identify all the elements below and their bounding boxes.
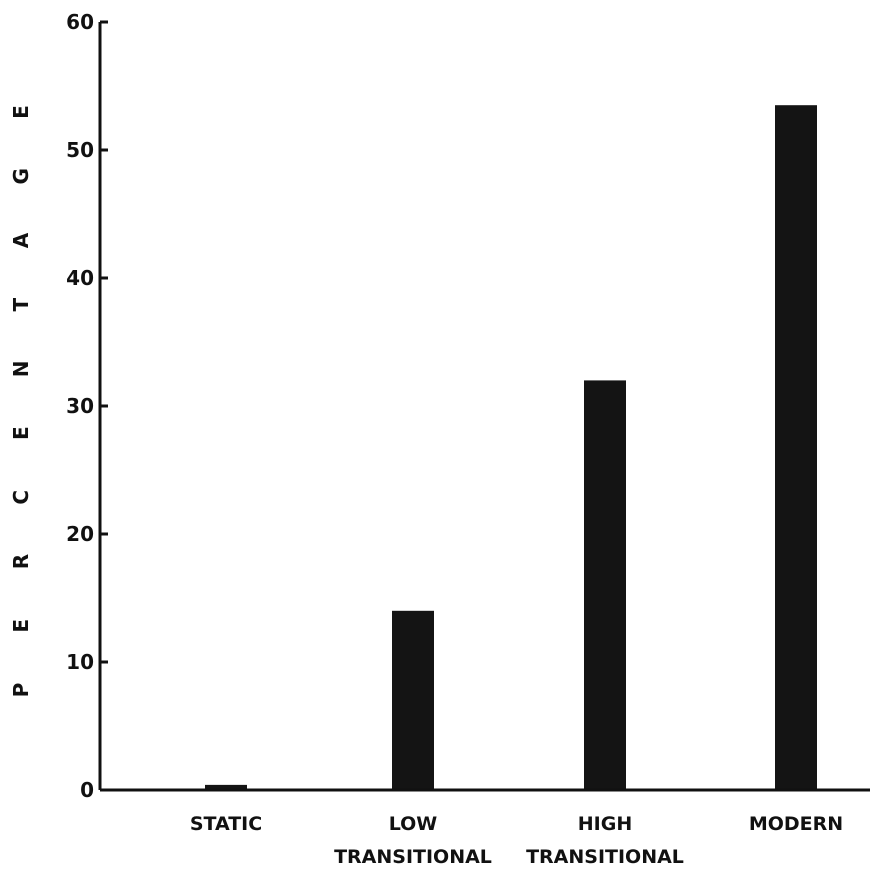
x-category-label: STATIC xyxy=(190,813,262,835)
y-axis-label-letter: C xyxy=(9,490,33,505)
y-axis-label-letter: E xyxy=(9,105,33,119)
bars xyxy=(205,105,817,790)
bar xyxy=(392,610,434,790)
y-axis-label-letter: R xyxy=(9,554,33,569)
y-tick-label: 20 xyxy=(66,522,94,546)
y-axis-label-letter: E xyxy=(9,426,33,440)
x-category-label: LOW xyxy=(389,813,438,835)
y-axis-ticks: 0 10 20 30 40 50 60 xyxy=(66,10,108,802)
y-tick-label: 50 xyxy=(66,138,94,162)
x-category-label: TRANSITIONAL xyxy=(334,846,492,868)
y-tick-label: 40 xyxy=(66,266,94,290)
y-axis-label-letter: A xyxy=(9,232,33,248)
y-axis-label-letter: N xyxy=(9,361,33,378)
y-axis-label-letter: G xyxy=(9,168,33,184)
x-category-label: TRANSITIONAL xyxy=(526,846,684,868)
y-axis-label-letter: E xyxy=(9,619,33,633)
bar xyxy=(584,380,626,790)
bar xyxy=(775,105,817,790)
x-category-label: MODERN xyxy=(749,813,843,835)
bar xyxy=(205,784,247,790)
y-tick-label: 30 xyxy=(66,394,94,418)
y-tick-label: 60 xyxy=(66,10,94,34)
y-axis-label-letter: T xyxy=(9,297,33,311)
x-category-label: HIGH xyxy=(578,813,632,835)
y-tick-label: 0 xyxy=(80,778,94,802)
y-axis-label-letter: P xyxy=(9,683,33,698)
x-axis-labels: STATIC LOW TRANSITIONAL HIGH TRANSITIONAL MOD… xyxy=(190,813,843,868)
y-tick-label: 10 xyxy=(66,650,94,674)
y-axis-label: P E R C E N T A G E xyxy=(9,105,33,697)
